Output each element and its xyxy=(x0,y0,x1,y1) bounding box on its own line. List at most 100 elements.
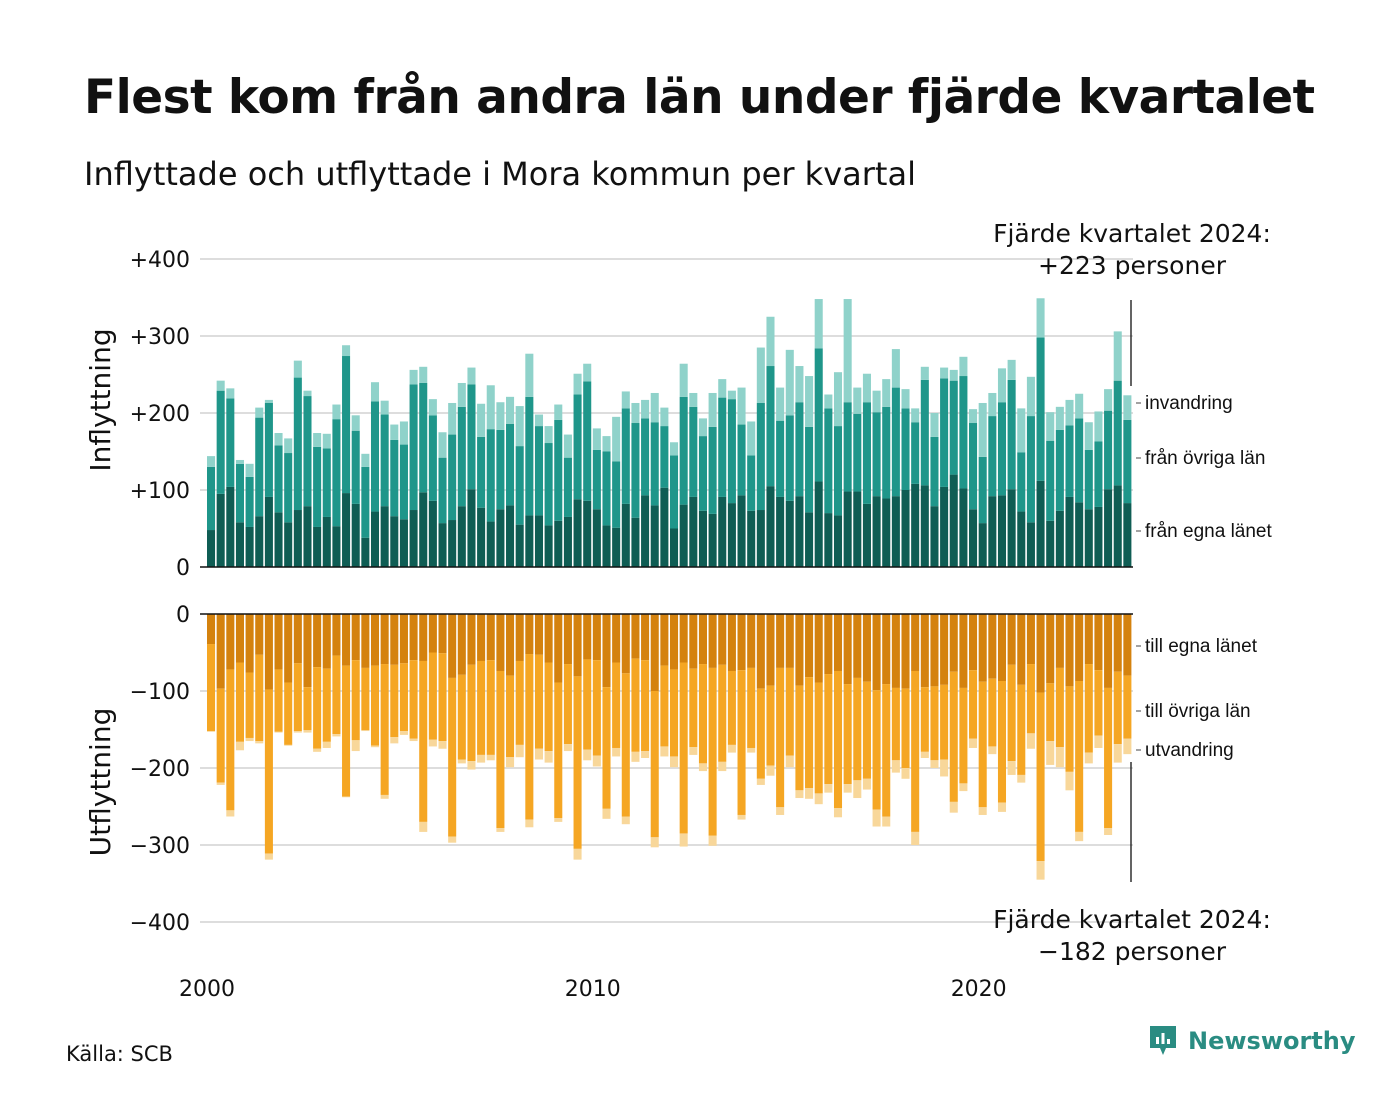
bar-in-0 xyxy=(583,500,592,567)
bar-out-0 xyxy=(853,614,862,678)
bar-out-1 xyxy=(419,660,428,822)
bar-in-0 xyxy=(824,513,833,567)
bar-out-0 xyxy=(534,614,544,655)
bar-in-0 xyxy=(853,491,862,567)
bar-out-1 xyxy=(515,660,524,745)
bar-in-1 xyxy=(534,426,544,516)
bar-in-0 xyxy=(390,516,399,567)
bar-in-0 xyxy=(563,516,572,567)
bar-out-0 xyxy=(631,614,640,659)
bar-out-0 xyxy=(554,614,563,683)
y-tick-label-out: −300 xyxy=(130,834,190,859)
bar-in-0 xyxy=(342,493,351,567)
bar-in-2 xyxy=(689,392,698,407)
bar-in-1 xyxy=(216,390,225,494)
bar-in-2 xyxy=(245,463,254,477)
bar-in-2 xyxy=(370,382,380,402)
bar-in-2 xyxy=(911,408,920,423)
bar-out-1 xyxy=(824,674,833,785)
bar-in-2 xyxy=(226,388,235,399)
bar-out-1 xyxy=(390,664,399,738)
bar-out-0 xyxy=(940,614,949,685)
bar-out-2 xyxy=(747,747,756,753)
bar-out-2 xyxy=(573,848,582,860)
bar-in-0 xyxy=(1017,511,1026,567)
bar-in-0 xyxy=(370,511,380,567)
bar-in-1 xyxy=(872,412,881,497)
bar-in-2 xyxy=(1075,393,1084,419)
bar-in-2 xyxy=(448,402,457,435)
bar-in-0 xyxy=(872,496,881,567)
bar-out-1 xyxy=(650,691,659,838)
bar-out-0 xyxy=(882,614,891,685)
bar-out-1 xyxy=(1094,670,1103,736)
bar-in-1 xyxy=(274,445,283,513)
bar-in-1 xyxy=(891,387,900,497)
bar-out-1 xyxy=(660,665,669,747)
bar-in-1 xyxy=(322,448,331,517)
bar-in-1 xyxy=(920,379,929,486)
bar-in-1 xyxy=(824,408,833,514)
bar-in-0 xyxy=(650,505,659,567)
bar-in-1 xyxy=(1104,410,1113,490)
bar-out-2 xyxy=(274,731,283,733)
bar-in-1 xyxy=(708,426,717,514)
bar-in-2 xyxy=(496,402,505,430)
bar-out-2 xyxy=(727,744,736,753)
bar-out-0 xyxy=(689,614,698,669)
bar-out-0 xyxy=(477,614,486,661)
bar-in-0 xyxy=(592,509,601,567)
bar-out-2 xyxy=(621,816,630,825)
bar-in-0 xyxy=(1084,509,1093,567)
bar-in-2 xyxy=(583,363,592,382)
bar-in-1 xyxy=(756,402,765,511)
bar-in-1 xyxy=(1113,380,1122,486)
bar-out-2 xyxy=(554,818,563,822)
bar-in-2 xyxy=(467,367,476,385)
newsworthy-logo: Newsworthy xyxy=(1148,1024,1356,1058)
bar-out-2 xyxy=(602,808,611,819)
bar-in-0 xyxy=(997,495,1007,567)
bar-in-0 xyxy=(457,506,466,567)
bar-in-0 xyxy=(486,521,495,567)
bar-out-1 xyxy=(1007,664,1016,762)
bar-out-1 xyxy=(370,665,380,746)
bar-in-2 xyxy=(756,347,765,403)
bar-in-2 xyxy=(313,433,322,447)
bar-in-1 xyxy=(554,419,563,521)
bar-in-2 xyxy=(351,415,360,431)
bar-in-2 xyxy=(660,407,669,427)
bar-out-2 xyxy=(708,835,717,846)
bar-in-1 xyxy=(496,429,505,510)
bar-in-2 xyxy=(930,413,939,437)
bar-out-0 xyxy=(978,614,987,682)
bar-out-2 xyxy=(226,810,235,817)
bar-in-2 xyxy=(901,389,910,409)
bar-out-2 xyxy=(1026,733,1035,749)
bar-out-2 xyxy=(303,730,312,733)
bar-out-2 xyxy=(1065,771,1074,791)
bar-in-2 xyxy=(997,368,1007,403)
bar-in-0 xyxy=(448,520,457,567)
bar-out-0 xyxy=(255,614,264,655)
bar-out-2 xyxy=(235,741,244,751)
bar-out-0 xyxy=(698,614,707,665)
bar-in-2 xyxy=(216,380,225,391)
bar-in-2 xyxy=(525,353,534,397)
bar-out-1 xyxy=(1104,687,1113,829)
bar-in-0 xyxy=(612,527,621,567)
bar-out-2 xyxy=(785,755,794,768)
bar-out-0 xyxy=(563,614,572,665)
bar-in-1 xyxy=(689,406,698,497)
bar-in-2 xyxy=(274,433,283,446)
bar-in-1 xyxy=(226,398,235,487)
migration-chart: 0 +100 +200 +300 +400 Inflyttning invandring fr… xyxy=(84,219,1272,1002)
bar-in-0 xyxy=(274,512,283,567)
bar-out-1 xyxy=(940,684,949,760)
bar-in-0 xyxy=(1065,496,1074,567)
bar-in-0 xyxy=(573,499,582,567)
bar-out-0 xyxy=(833,614,843,671)
bar-in-2 xyxy=(795,366,804,403)
bar-out-1 xyxy=(1055,667,1064,748)
bar-in-2 xyxy=(342,345,351,357)
